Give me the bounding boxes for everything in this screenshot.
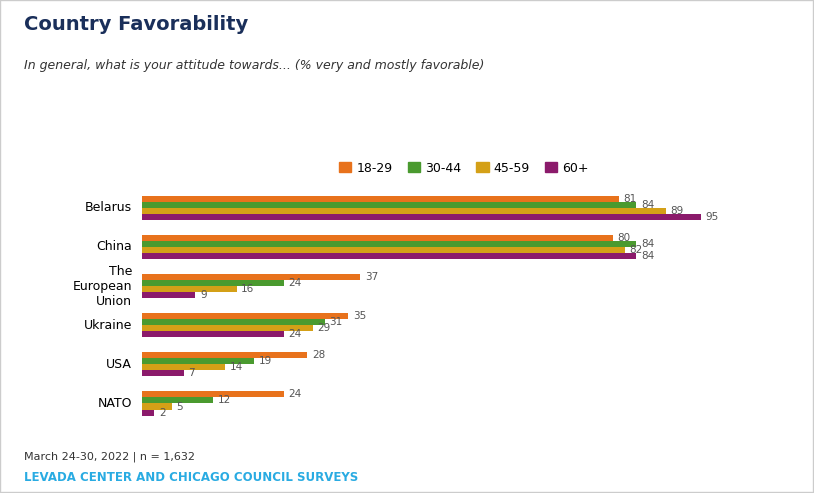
Text: 19: 19: [259, 356, 272, 366]
Text: 35: 35: [353, 311, 366, 321]
Bar: [142, 397, 213, 403]
Text: 82: 82: [629, 245, 642, 255]
Bar: [142, 202, 637, 208]
Text: 12: 12: [217, 395, 231, 405]
Text: 16: 16: [241, 284, 255, 294]
Text: 84: 84: [641, 239, 654, 249]
Bar: [142, 319, 325, 325]
Bar: [142, 253, 637, 259]
Bar: [142, 280, 283, 286]
Text: 28: 28: [312, 350, 325, 360]
Bar: [142, 247, 624, 253]
Bar: [142, 208, 666, 214]
Text: 24: 24: [288, 278, 301, 288]
Bar: [142, 313, 348, 319]
Bar: [142, 331, 283, 337]
Text: 95: 95: [706, 212, 719, 222]
Bar: [142, 274, 360, 280]
Bar: [142, 358, 254, 364]
Bar: [142, 235, 613, 241]
Text: 81: 81: [624, 194, 637, 204]
Text: 9: 9: [200, 290, 207, 300]
Text: 89: 89: [671, 206, 684, 216]
Text: 14: 14: [230, 362, 243, 372]
Text: 37: 37: [365, 272, 378, 282]
Bar: [142, 403, 172, 410]
Bar: [142, 292, 195, 298]
Text: 5: 5: [177, 401, 183, 412]
Text: 2: 2: [159, 408, 165, 418]
Bar: [142, 410, 154, 416]
Text: 24: 24: [288, 389, 301, 399]
Text: 7: 7: [188, 368, 195, 379]
Bar: [142, 325, 313, 331]
Text: 84: 84: [641, 200, 654, 210]
Text: Country Favorability: Country Favorability: [24, 15, 248, 34]
Text: 24: 24: [288, 329, 301, 339]
Text: LEVADA CENTER AND CHICAGO COUNCIL SURVEYS: LEVADA CENTER AND CHICAGO COUNCIL SURVEY…: [24, 471, 359, 484]
Text: 31: 31: [330, 317, 343, 327]
Bar: [142, 370, 184, 377]
Bar: [142, 214, 701, 220]
Legend: 18-29, 30-44, 45-59, 60+: 18-29, 30-44, 45-59, 60+: [334, 157, 594, 179]
Text: March 24-30, 2022 | n = 1,632: March 24-30, 2022 | n = 1,632: [24, 451, 195, 461]
Bar: [142, 196, 619, 202]
Text: In general, what is your attitude towards... (% very and mostly favorable): In general, what is your attitude toward…: [24, 59, 485, 72]
Text: 80: 80: [618, 233, 631, 243]
Text: 29: 29: [317, 323, 330, 333]
Text: 84: 84: [641, 251, 654, 261]
Bar: [142, 286, 237, 292]
Bar: [142, 391, 283, 397]
Bar: [142, 364, 225, 370]
Bar: [142, 352, 307, 358]
Bar: [142, 241, 637, 247]
